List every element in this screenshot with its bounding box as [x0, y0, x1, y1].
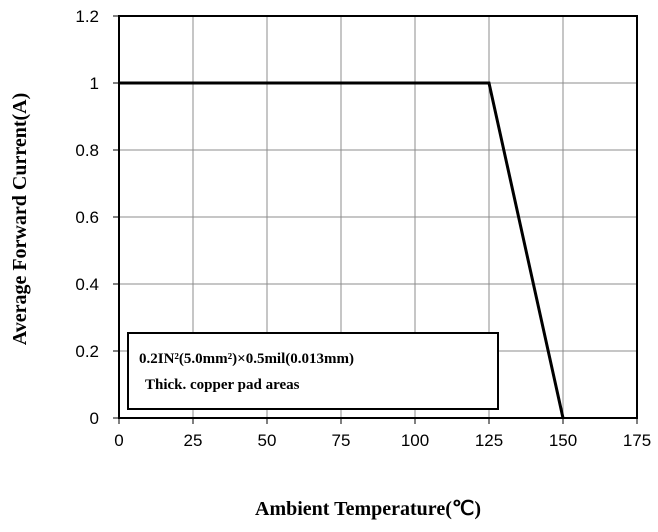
- y-tick-label: 1.2: [75, 7, 99, 26]
- x-tick-label: 100: [401, 431, 429, 450]
- series-line: [119, 81, 565, 419]
- x-tick-label: 125: [475, 431, 503, 450]
- annotation-line-2: Thick. copper pad areas: [145, 377, 300, 393]
- annotation-line-1: 0.2IN²(5.0mm²)×0.5mil(0.013mm): [139, 351, 354, 367]
- series-layer: [119, 81, 565, 419]
- annotation-box: 0.2IN²(5.0mm²)×0.5mil(0.013mm) Thick. co…: [127, 332, 499, 410]
- x-tick-label: 75: [332, 431, 351, 450]
- y-tick-labels: 0 0.2 0.4 0.6 0.8 1 1.2: [75, 7, 99, 428]
- y-tick-label: 1: [90, 74, 99, 93]
- x-axis-title: Ambient Temperature(℃): [255, 498, 481, 520]
- x-tick-label: 25: [184, 431, 203, 450]
- plot-area-border: [118, 15, 638, 419]
- x-tick-label: 0: [114, 431, 123, 450]
- y-tick-label: 0.6: [75, 208, 99, 227]
- x-tick-label: 50: [258, 431, 277, 450]
- x-tick-label: 150: [549, 431, 577, 450]
- x-tick-label: 175: [623, 431, 651, 450]
- y-tick-label: 0.8: [75, 141, 99, 160]
- y-axis-title: Average Forward Current(A): [9, 93, 31, 346]
- x-tick-labels: 0 25 50 75 100 125 150 175: [114, 431, 651, 450]
- y-tick-label: 0.4: [75, 275, 99, 294]
- y-tick-label: 0: [90, 409, 99, 428]
- y-tick-label: 0.2: [75, 342, 99, 361]
- annotation-frame: [127, 332, 499, 410]
